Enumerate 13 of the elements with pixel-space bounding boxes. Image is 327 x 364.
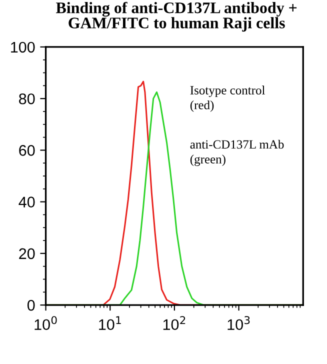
x-tick-label: 10$^{0}$: [34, 316, 57, 330]
y-tick-label: 80: [19, 93, 35, 104]
x-tick-label: 10$^{3}$: [228, 316, 250, 330]
annotation: anti-CD137L mAb (green): [190, 140, 284, 166]
annotation: Isotype control (red): [190, 86, 265, 112]
chart-title: Binding of anti-CD137L antibody + GAM/FITC to human Raji cells: [56, 2, 297, 32]
y-tick-label: 100: [11, 42, 35, 53]
y-tick-label: 60: [19, 145, 35, 156]
y-tick-label: 20: [19, 248, 35, 260]
x-tick-label: 10$^{1}$: [99, 316, 121, 330]
x-tick-label: 10$^{2}$: [163, 316, 186, 330]
y-tick-label: 0: [27, 300, 35, 311]
y-tick-label: 40: [18, 196, 35, 208]
